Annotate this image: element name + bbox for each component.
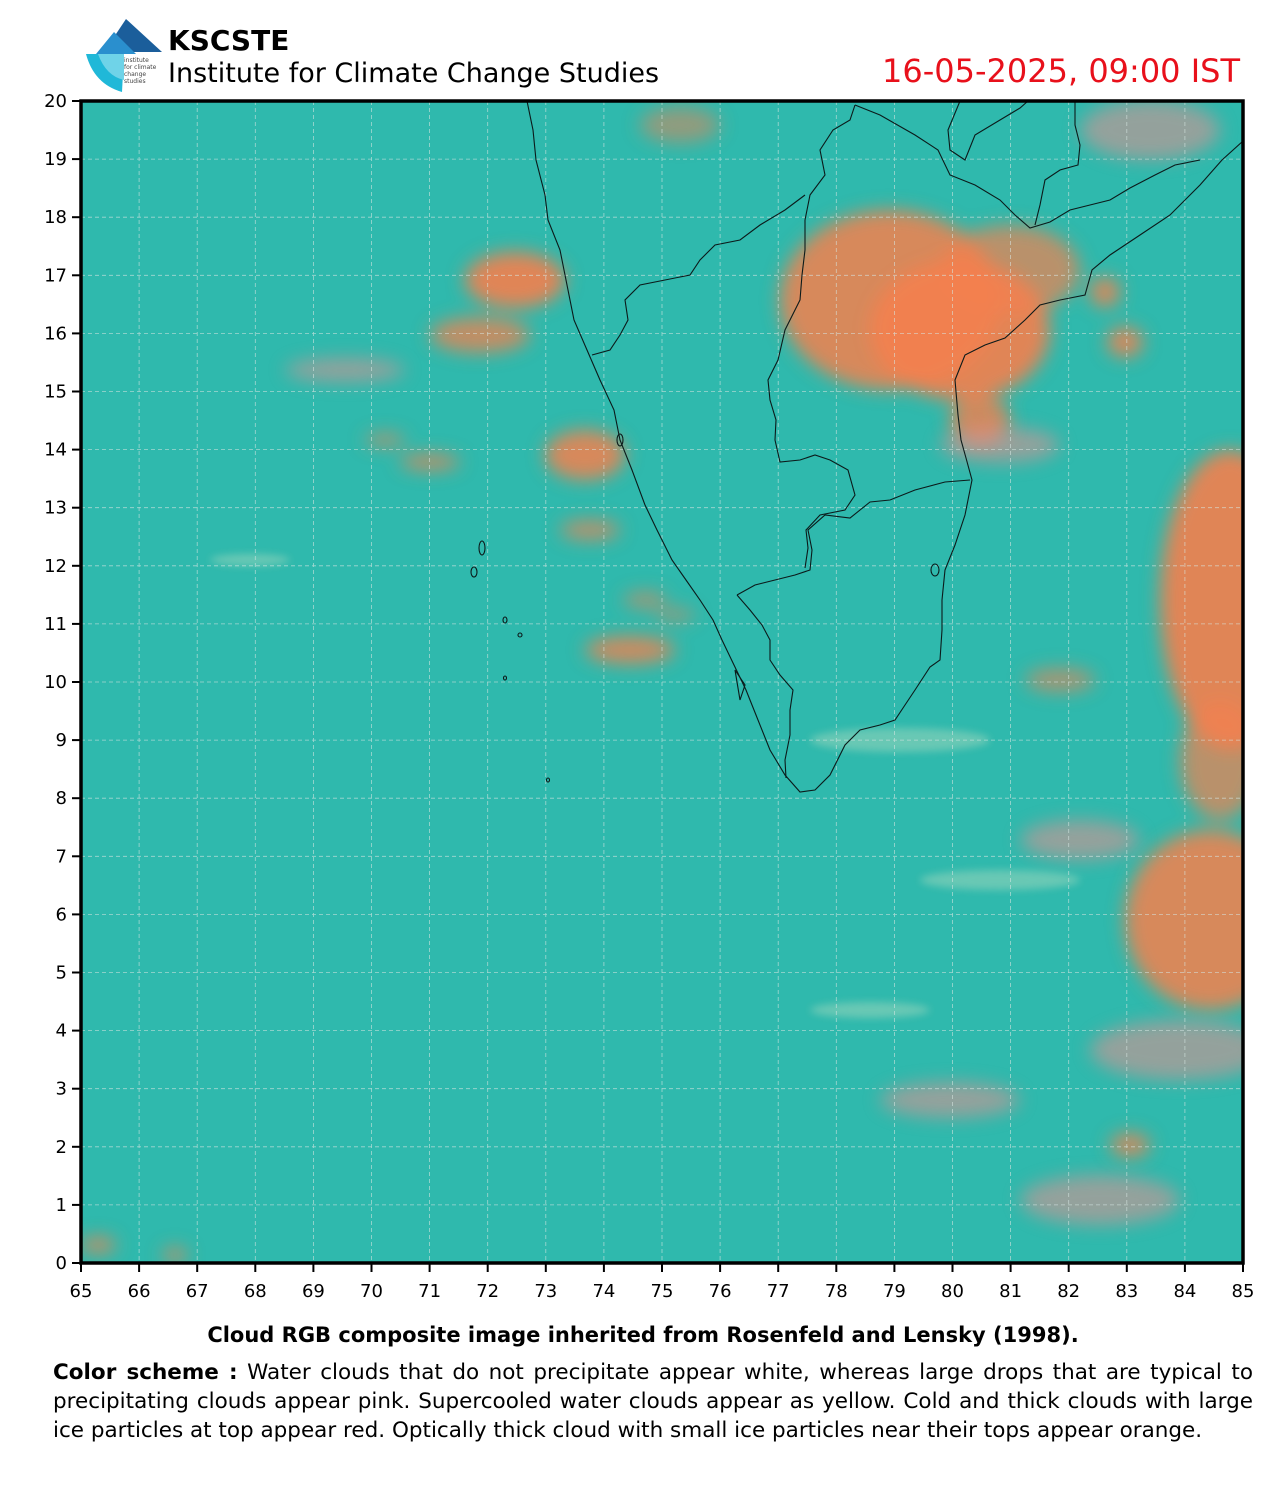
x-tick-label: 75 xyxy=(651,1281,674,1302)
figure-caption: Cloud RGB composite image inherited from… xyxy=(207,1323,1079,1347)
y-tick-label: 10 xyxy=(44,672,67,693)
x-tick-label: 84 xyxy=(1173,1281,1196,1302)
y-tick-label: 0 xyxy=(56,1253,67,1274)
x-tick-label: 81 xyxy=(999,1281,1022,1302)
satellite-map: 65 66 67 68 69 70 71 72 73 74 75 76 77 78 79 80 81 82 83 84… xyxy=(44,91,1255,1302)
svg-text:institute: institute xyxy=(124,57,149,64)
timestamp: 16-05-2025, 09:00 IST xyxy=(882,52,1240,90)
x-tick-label: 83 xyxy=(1115,1281,1138,1302)
y-tick-label: 9 xyxy=(56,730,67,751)
y-tick-label: 15 xyxy=(44,382,67,403)
x-tick-label: 80 xyxy=(941,1281,964,1302)
x-tick-label: 82 xyxy=(1057,1281,1080,1302)
y-tick-label: 17 xyxy=(44,265,67,286)
x-axis-ticks: 65 66 67 68 69 70 71 72 73 74 75 76 77 78 79 80 81 82 83 84… xyxy=(70,1263,1255,1302)
color-scheme-text: Water clouds that do not precipitate app… xyxy=(53,1360,1253,1443)
svg-text:change: change xyxy=(124,71,146,78)
kscste-logo: institute for climate change studies xyxy=(86,19,162,92)
org-name: KSCSTE xyxy=(168,24,290,57)
y-tick-label: 1 xyxy=(56,1195,67,1216)
y-tick-label: 11 xyxy=(44,614,67,635)
x-tick-label: 74 xyxy=(592,1281,615,1302)
x-tick-label: 68 xyxy=(244,1281,267,1302)
y-tick-label: 3 xyxy=(56,1079,67,1100)
color-scheme-description: Color scheme : Water clouds that do not … xyxy=(53,1358,1253,1445)
cloud-layer xyxy=(81,101,1243,1262)
x-tick-label: 66 xyxy=(128,1281,151,1302)
x-tick-label: 67 xyxy=(186,1281,209,1302)
y-tick-label: 16 xyxy=(44,323,67,344)
x-tick-label: 73 xyxy=(534,1281,557,1302)
y-tick-label: 8 xyxy=(56,788,67,809)
x-tick-label: 65 xyxy=(70,1281,93,1302)
x-tick-label: 71 xyxy=(418,1281,441,1302)
x-tick-label: 85 xyxy=(1232,1281,1255,1302)
x-tick-label: 77 xyxy=(767,1281,790,1302)
graticule xyxy=(81,101,1243,1263)
color-scheme-label: Color scheme : xyxy=(53,1360,238,1385)
y-tick-label: 2 xyxy=(56,1137,67,1158)
x-tick-label: 69 xyxy=(302,1281,325,1302)
y-tick-label: 13 xyxy=(44,498,67,519)
x-tick-label: 78 xyxy=(825,1281,848,1302)
coastline xyxy=(470,101,1243,793)
x-tick-label: 79 xyxy=(883,1281,906,1302)
x-tick-label: 70 xyxy=(360,1281,383,1302)
y-tick-label: 19 xyxy=(44,149,67,170)
y-tick-label: 7 xyxy=(56,846,67,867)
y-tick-label: 5 xyxy=(56,963,67,984)
svg-text:studies: studies xyxy=(124,78,146,85)
x-tick-label: 72 xyxy=(476,1281,499,1302)
svg-text:for climate: for climate xyxy=(124,64,157,71)
y-tick-label: 20 xyxy=(44,91,67,112)
x-tick-label: 76 xyxy=(709,1281,732,1302)
y-tick-label: 14 xyxy=(44,440,67,461)
org-subtitle: Institute for Climate Change Studies xyxy=(168,58,660,89)
y-tick-label: 18 xyxy=(44,207,67,228)
y-tick-label: 12 xyxy=(44,556,67,577)
y-tick-label: 4 xyxy=(56,1021,67,1042)
y-tick-label: 6 xyxy=(56,904,67,925)
